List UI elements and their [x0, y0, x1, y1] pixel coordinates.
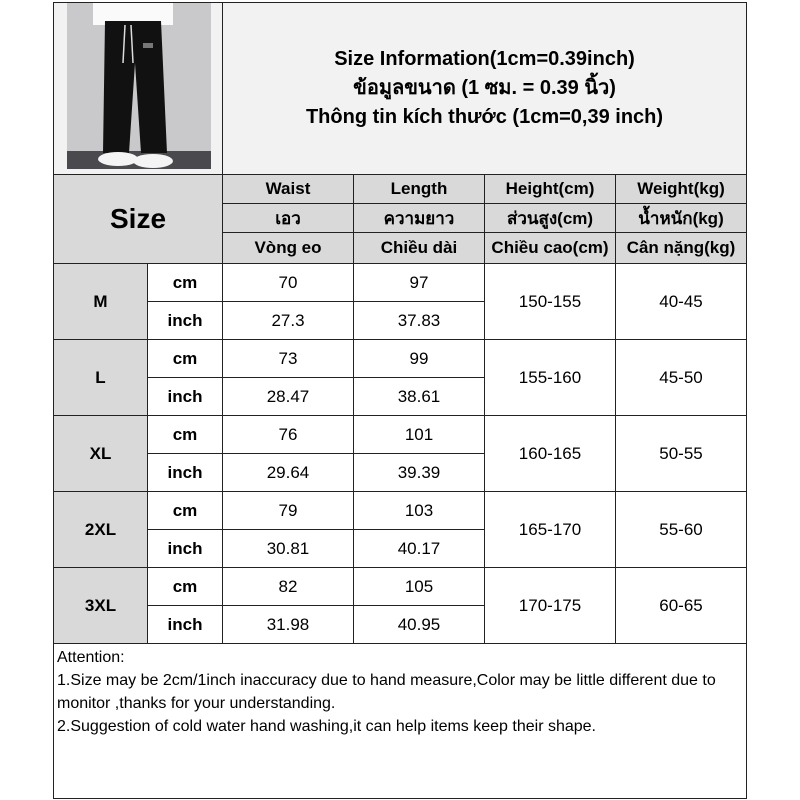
table-row: inch 30.81 40.17 — [54, 529, 747, 568]
column-header-th: น้ำหนัก(kg) — [614, 203, 748, 233]
waist-cm: 79 — [222, 491, 354, 530]
column-header-en: Weight(kg) — [614, 174, 748, 204]
product-photo — [53, 2, 223, 175]
size-label: XL — [53, 415, 148, 492]
unit-inch: inch — [147, 605, 223, 644]
length-cm: 105 — [353, 567, 485, 606]
length-inch: 39.39 — [353, 453, 485, 492]
column-header-en: Length — [353, 174, 485, 204]
height-range: 170-175 — [484, 567, 616, 644]
waist-cm: 76 — [222, 415, 354, 454]
length-inch: 40.95 — [353, 605, 485, 644]
weight-range: 40-45 — [614, 263, 748, 340]
length-inch: 37.83 — [353, 301, 485, 340]
column-header-vi: Chiều dài — [353, 232, 485, 264]
size-chart: Size Information(1cm=0.39inch) ข้อมูลขนา… — [52, 2, 748, 799]
unit-cm: cm — [147, 491, 223, 530]
unit-cm: cm — [147, 263, 223, 302]
length-inch: 40.17 — [353, 529, 485, 568]
attention-line: 1.Size may be 2cm/1inch inaccuracy due t… — [57, 672, 716, 712]
size-info-title: Size Information(1cm=0.39inch) ข้อมูลขนา… — [221, 2, 748, 175]
unit-cm: cm — [147, 415, 223, 454]
table-row: inch 28.47 38.61 — [54, 377, 747, 416]
length-cm: 99 — [353, 339, 485, 378]
column-header-en: Height(cm) — [484, 174, 616, 204]
waist-inch: 28.47 — [222, 377, 354, 416]
column-header-vi: Vòng eo — [222, 232, 354, 264]
size-label: 3XL — [53, 567, 148, 644]
unit-inch: inch — [147, 377, 223, 416]
table-row: inch 31.98 40.95 — [54, 605, 747, 644]
size-label: L — [53, 339, 148, 416]
title-vi: Thông tin kích thước (1cm=0,39 inch) — [305, 106, 664, 128]
table-row: M cm 70 97 150-155 40-45 — [53, 263, 748, 340]
waist-cm: 70 — [222, 263, 354, 302]
unit-inch: inch — [147, 301, 223, 340]
unit-inch: inch — [147, 529, 223, 568]
column-header-th: เอว — [222, 203, 354, 233]
length-cm: 101 — [353, 415, 485, 454]
length-cm: 97 — [353, 263, 485, 302]
height-range: 150-155 — [484, 263, 616, 340]
height-range: 165-170 — [484, 491, 616, 568]
title-en: Size Information(1cm=0.39inch) — [334, 48, 635, 70]
table-row: 2XL cm 79 103 165-170 55-60 — [53, 491, 748, 568]
size-header: Size — [53, 174, 223, 264]
weight-range: 60-65 — [614, 567, 748, 644]
attention-title: Attention: — [57, 649, 125, 666]
column-header-en: Waist — [222, 174, 354, 204]
weight-range: 55-60 — [614, 491, 748, 568]
table-row: 3XL cm 82 105 170-175 60-65 — [53, 567, 748, 644]
unit-cm: cm — [147, 567, 223, 606]
weight-range: 50-55 — [614, 415, 748, 492]
size-label: 2XL — [53, 491, 148, 568]
table-row: inch 29.64 39.39 — [54, 453, 747, 492]
waist-inch: 27.3 — [222, 301, 354, 340]
size-table: Size Information(1cm=0.39inch) ข้อมูลขนา… — [52, 2, 748, 799]
waist-inch: 30.81 — [222, 529, 354, 568]
waist-cm: 73 — [222, 339, 354, 378]
column-header-vi: Chiều cao(cm) — [484, 232, 616, 264]
table-row: inch 27.3 37.83 — [54, 301, 747, 340]
table-row: XL cm 76 101 160-165 50-55 — [53, 415, 748, 492]
size-label: M — [53, 263, 148, 340]
length-cm: 103 — [353, 491, 485, 530]
waist-cm: 82 — [222, 567, 354, 606]
waist-inch: 31.98 — [222, 605, 354, 644]
height-range: 155-160 — [484, 339, 616, 416]
table-row: L cm 73 99 155-160 45-50 — [53, 339, 748, 416]
column-header-th: ส่วนสูง(cm) — [484, 203, 616, 233]
pants-image — [67, 3, 211, 169]
attention-notes: Attention: 1.Size may be 2cm/1inch inacc… — [52, 643, 748, 799]
waist-inch: 29.64 — [222, 453, 354, 492]
unit-cm: cm — [147, 339, 223, 378]
column-header-th: ความยาว — [353, 203, 485, 233]
height-range: 160-165 — [484, 415, 616, 492]
unit-inch: inch — [147, 453, 223, 492]
weight-range: 45-50 — [614, 339, 748, 416]
column-header-vi: Cân nặng(kg) — [614, 232, 748, 264]
attention-line: 2.Suggestion of cold water hand washing,… — [57, 718, 596, 735]
length-inch: 38.61 — [353, 377, 485, 416]
title-th: ข้อมูลขนาด (1 ซม. = 0.39 นิ้ว) — [353, 77, 616, 99]
